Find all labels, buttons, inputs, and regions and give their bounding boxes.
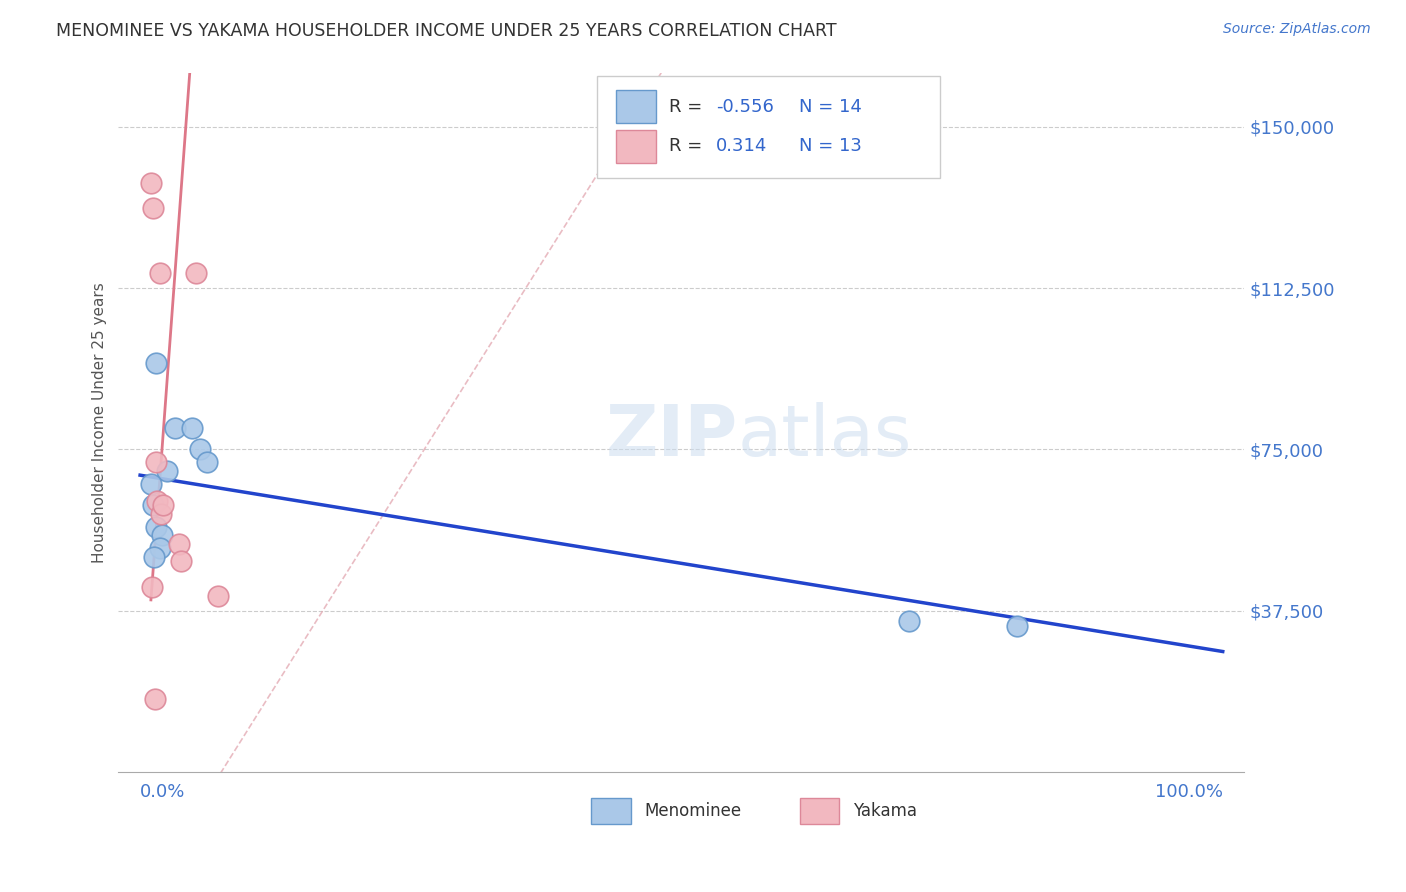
Point <box>142 498 165 512</box>
Point <box>181 421 204 435</box>
Point <box>145 455 167 469</box>
Point <box>195 455 218 469</box>
Point <box>163 421 186 435</box>
Text: R =: R = <box>669 137 714 155</box>
Point <box>143 549 166 564</box>
Point <box>152 498 174 512</box>
Text: R =: R = <box>669 97 709 116</box>
Point <box>897 615 920 629</box>
Point <box>149 266 172 280</box>
Point <box>1005 618 1028 632</box>
Text: MENOMINEE VS YAKAMA HOUSEHOLDER INCOME UNDER 25 YEARS CORRELATION CHART: MENOMINEE VS YAKAMA HOUSEHOLDER INCOME U… <box>56 22 837 40</box>
Text: -0.556: -0.556 <box>716 97 775 116</box>
Text: ZIP: ZIP <box>606 402 738 471</box>
Point <box>188 442 211 457</box>
Text: atlas: atlas <box>738 402 912 471</box>
FancyBboxPatch shape <box>598 77 941 178</box>
Point <box>143 691 166 706</box>
Text: N = 13: N = 13 <box>799 137 862 155</box>
Point <box>156 464 179 478</box>
Point <box>146 494 169 508</box>
Point <box>150 528 173 542</box>
FancyBboxPatch shape <box>616 129 655 163</box>
Point <box>149 507 172 521</box>
Point <box>142 202 165 216</box>
FancyBboxPatch shape <box>592 797 631 824</box>
Point <box>145 356 167 370</box>
Point <box>207 589 229 603</box>
Point <box>186 266 208 280</box>
Point <box>149 541 172 556</box>
Point <box>139 476 162 491</box>
Text: Yakama: Yakama <box>852 802 917 820</box>
FancyBboxPatch shape <box>800 797 839 824</box>
Text: 0.314: 0.314 <box>716 137 768 155</box>
Text: Source: ZipAtlas.com: Source: ZipAtlas.com <box>1223 22 1371 37</box>
Text: Menominee: Menominee <box>644 802 741 820</box>
FancyBboxPatch shape <box>616 90 655 123</box>
Y-axis label: Householder Income Under 25 years: Householder Income Under 25 years <box>93 282 107 563</box>
Point <box>170 554 193 568</box>
Text: N = 14: N = 14 <box>799 97 862 116</box>
Point <box>167 537 190 551</box>
Point <box>145 520 167 534</box>
Point <box>139 176 162 190</box>
Point <box>141 580 163 594</box>
